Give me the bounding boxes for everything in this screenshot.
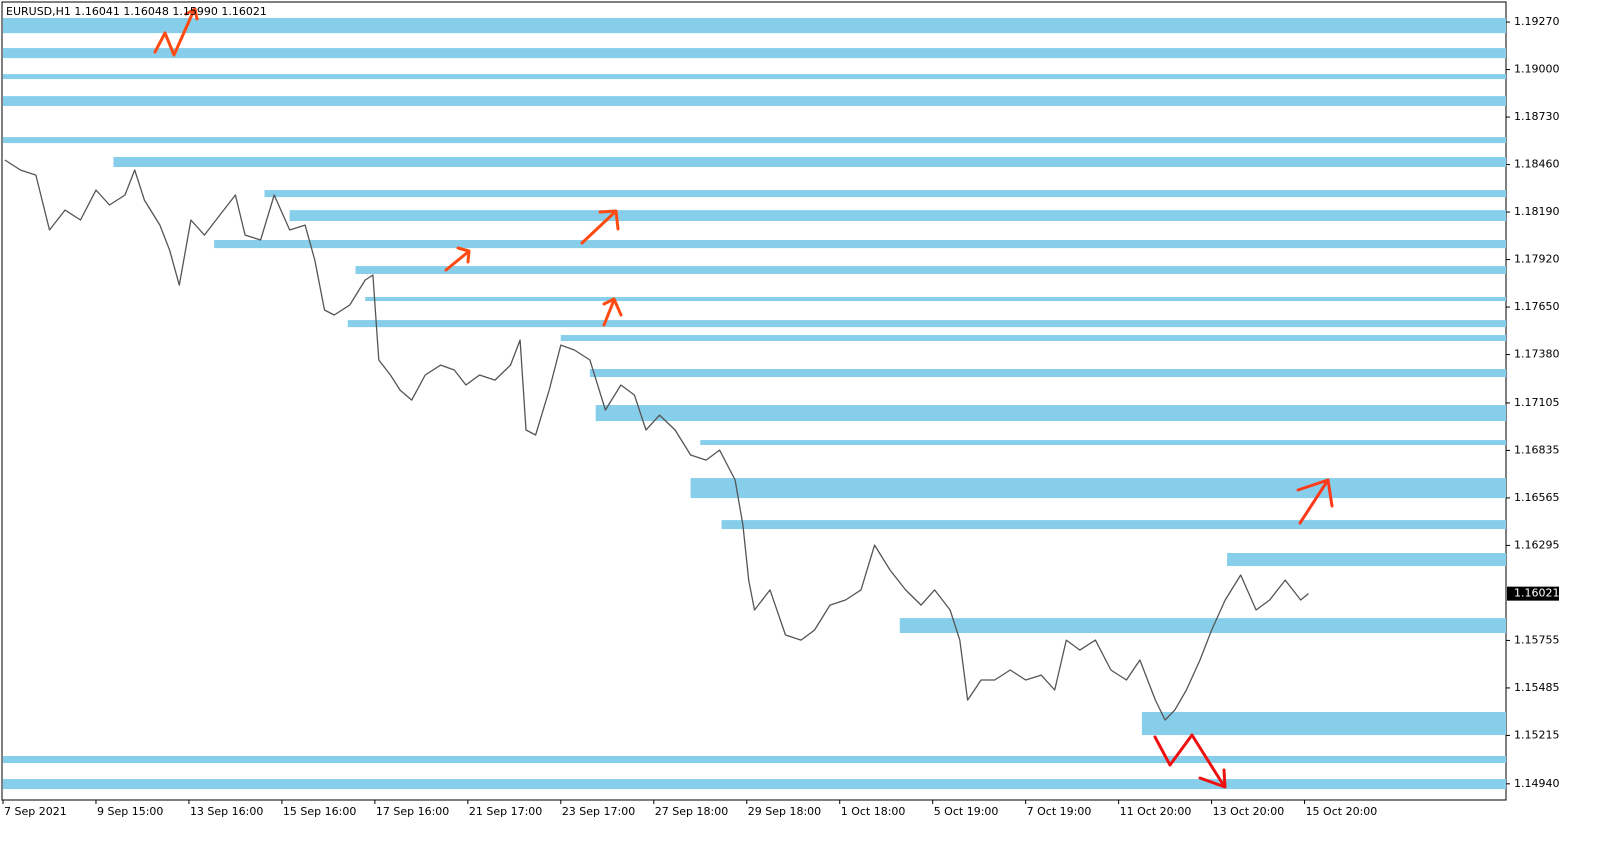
y-tick-label: 1.17920 xyxy=(1514,253,1560,266)
arrows xyxy=(153,7,1334,789)
price-line xyxy=(4,159,1309,721)
last-price-box xyxy=(1507,586,1559,601)
zone xyxy=(899,618,1506,634)
x-tick-label: 7 Oct 19:00 xyxy=(1027,805,1092,818)
zone xyxy=(560,335,1506,342)
x-tick-label: 9 Sep 15:00 xyxy=(97,805,163,818)
zone xyxy=(365,297,1506,302)
y-tick-label: 1.19000 xyxy=(1514,63,1560,76)
arrow xyxy=(444,250,470,272)
arrow xyxy=(184,7,199,21)
x-tick-label: 1 Oct 18:00 xyxy=(841,805,906,818)
y-tick-label: 1.18460 xyxy=(1514,158,1560,171)
last-price-label: 1.16021 xyxy=(1514,587,1560,600)
zone xyxy=(264,190,1506,198)
zone xyxy=(289,210,1506,222)
zone xyxy=(3,74,1506,80)
zone xyxy=(347,320,1507,328)
y-tick-label: 1.14940 xyxy=(1514,777,1560,790)
y-tick-label: 1.18730 xyxy=(1514,110,1560,123)
zone xyxy=(700,440,1506,445)
zone xyxy=(355,266,1507,274)
arrow xyxy=(598,209,620,231)
zone xyxy=(595,405,1506,422)
zone xyxy=(690,478,1506,499)
y-tick-label: 1.17650 xyxy=(1514,300,1560,313)
y-tick-label: 1.18190 xyxy=(1514,205,1560,218)
x-tick-label: 21 Sep 17:00 xyxy=(469,805,542,818)
y-tick-label: 1.15755 xyxy=(1514,633,1560,646)
arrow xyxy=(580,210,617,245)
axes: 1.19270 1.19000 1.18730 1.18460 1.18190 1.179… xyxy=(2,15,1560,818)
x-tick-label: 11 Oct 20:00 xyxy=(1120,805,1192,818)
zone xyxy=(3,18,1506,34)
zones xyxy=(3,18,1507,790)
x-tick-label: 27 Sep 18:00 xyxy=(655,805,728,818)
zone xyxy=(589,368,1506,378)
y-tick-label: 1.15215 xyxy=(1514,728,1560,741)
x-tick-label: 5 Oct 19:00 xyxy=(934,805,999,818)
chart-title: EURUSD,H1 1.16041 1.16048 1.15990 1.1602… xyxy=(6,5,267,18)
arrow xyxy=(1296,478,1334,508)
x-tick-label: 15 Sep 16:00 xyxy=(283,805,356,818)
zone xyxy=(214,240,1506,249)
zone xyxy=(1141,712,1506,736)
price-layer xyxy=(4,159,1309,721)
arrow xyxy=(602,297,623,317)
arrow xyxy=(1153,733,1226,788)
arrow xyxy=(1298,478,1330,525)
arrow xyxy=(456,246,471,264)
zone xyxy=(3,137,1506,144)
zone xyxy=(113,156,1507,168)
y-tick-label: 1.15485 xyxy=(1514,681,1560,694)
x-tick-label: 7 Sep 2021 xyxy=(4,805,67,818)
zone xyxy=(3,96,1506,106)
x-tick-label: 15 Oct 20:00 xyxy=(1306,805,1378,818)
y-tick-label: 1.16295 xyxy=(1514,538,1560,551)
zone xyxy=(721,520,1506,530)
y-tick-label: 1.19270 xyxy=(1514,15,1560,28)
zone xyxy=(3,48,1506,59)
x-tick-label: 13 Oct 20:00 xyxy=(1213,805,1285,818)
zone xyxy=(3,756,1506,764)
zone xyxy=(3,779,1506,790)
y-tick-label: 1.16565 xyxy=(1514,491,1560,504)
x-tick-label: 23 Sep 17:00 xyxy=(562,805,635,818)
plot-frame xyxy=(1,1,1507,801)
y-tick-label: 1.16835 xyxy=(1514,443,1560,456)
x-tick-label: 29 Sep 18:00 xyxy=(748,805,821,818)
arrow xyxy=(602,298,616,327)
zone xyxy=(1227,553,1506,567)
x-tick-label: 13 Sep 16:00 xyxy=(190,805,263,818)
y-tick-label: 1.17380 xyxy=(1514,348,1560,361)
arrow xyxy=(153,8,196,57)
arrow xyxy=(1198,768,1227,789)
y-tick-label: 1.17105 xyxy=(1514,396,1560,409)
x-tick-label: 17 Sep 16:00 xyxy=(376,805,449,818)
